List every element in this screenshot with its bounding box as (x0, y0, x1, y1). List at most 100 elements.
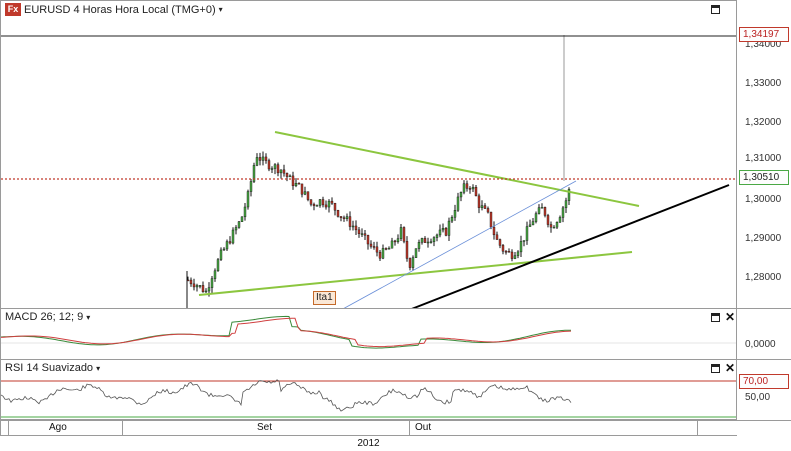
price-tick-1-31000: 1,31000 (745, 153, 782, 164)
candle-body (456, 196, 460, 211)
candle-body (198, 285, 202, 287)
macd-axis: 0,0000 (736, 308, 791, 360)
rsi-title-bar: RSI 14 Suavizado ▾ (5, 362, 100, 374)
candle-body (510, 251, 514, 259)
time-axis[interactable]: Ago Set Out 2012 (0, 420, 791, 450)
close-rsi-pane-icon[interactable]: ✕ (725, 361, 736, 375)
price-chart-pane[interactable]: Fx EURUSD 4 Horas Hora Local (TMG+0) ▾ I… (0, 0, 738, 311)
candle-body (447, 220, 451, 236)
month-row: Ago Set Out (0, 421, 737, 436)
candle-body (231, 229, 235, 244)
candle-body (474, 187, 478, 197)
candle-body (477, 195, 481, 208)
candle-body (390, 240, 394, 249)
candle-body (483, 205, 487, 209)
candle-body (408, 258, 412, 268)
maximize-main-pane-button[interactable] (711, 5, 720, 14)
candle-body (381, 248, 385, 259)
candle-body (561, 207, 565, 218)
candle-body (261, 156, 265, 161)
candle-body (273, 164, 277, 169)
price-tick-1-30000: 1,30000 (745, 194, 782, 205)
macd-dropdown-icon[interactable]: ▾ (86, 312, 91, 322)
high-price-marker: 1,34197 (739, 27, 789, 42)
candle-body (285, 172, 289, 177)
title-dropdown-icon[interactable]: ▾ (218, 5, 223, 14)
candle-body (555, 222, 559, 228)
close-macd-pane-icon[interactable]: ✕ (725, 310, 736, 324)
macd-title[interactable]: MACD 26; 12; 9 (5, 311, 84, 323)
price-tick-1-32000: 1,32000 (745, 117, 782, 128)
candle-body (420, 238, 424, 243)
candle-body (303, 191, 307, 195)
maximize-rsi-pane-button[interactable] (711, 364, 720, 373)
candle-body (318, 199, 322, 206)
candle-body (501, 245, 505, 252)
price-tick-1-28000: 1,28000 (745, 272, 782, 283)
price-tick-1-34000: 1,34000 (745, 39, 782, 50)
candle-body (435, 234, 439, 238)
fx-logo-icon: Fx (5, 3, 21, 16)
rsi-70-marker: 70,00 (739, 374, 789, 389)
rsi-tick-50: 50,00 (745, 392, 771, 403)
maximize-macd-pane-button[interactable] (711, 313, 720, 322)
macd-line (0, 315, 571, 349)
candle-body (534, 213, 538, 222)
rsi-pane[interactable]: RSI 14 Suavizado ▾ ✕ (0, 359, 738, 421)
candle-body (348, 216, 352, 227)
candle-body (540, 207, 544, 209)
candle-body (387, 248, 391, 250)
ita1-label[interactable]: Ita1 (313, 291, 336, 305)
candle-body (522, 240, 526, 242)
candle-body (453, 210, 457, 218)
candle-body (345, 216, 349, 219)
candle-body (225, 241, 229, 250)
candle-body (513, 255, 517, 259)
candle-body (537, 207, 541, 214)
candle-body (222, 248, 226, 251)
candle-body (216, 259, 220, 272)
candle-body (366, 234, 370, 245)
candle-body (564, 200, 568, 209)
candle-body (360, 233, 364, 235)
chart-title[interactable]: EURUSD 4 Horas Hora Local (TMG+0) (24, 3, 216, 16)
year-label: 2012 (357, 438, 380, 449)
candle-body (549, 224, 553, 228)
candle-body (330, 200, 334, 204)
candle-body (543, 207, 547, 216)
candle-body (213, 270, 217, 279)
chart-title-bar: Fx EURUSD 4 Horas Hora Local (TMG+0) ▾ (5, 3, 223, 16)
candle-body (240, 216, 244, 222)
candle-body (531, 221, 535, 226)
rsi-dropdown-icon[interactable]: ▾ (96, 363, 101, 373)
candle-body (393, 240, 397, 243)
rsi-title[interactable]: RSI 14 Suavizado (5, 362, 94, 374)
candle-body (504, 251, 508, 253)
candle-body (519, 241, 523, 253)
candle-body (306, 191, 310, 200)
candle-body (507, 251, 511, 253)
candle-body (552, 226, 556, 229)
price-chart-canvas[interactable] (1, 1, 738, 311)
month-out: Out (409, 421, 697, 435)
macd-canvas[interactable] (0, 309, 738, 361)
candle-body (432, 237, 436, 242)
candle-body (192, 283, 196, 288)
candle-body (411, 257, 415, 268)
candle-body (438, 229, 442, 236)
candle-body (444, 228, 448, 236)
candle-body (195, 285, 199, 288)
price-axis[interactable]: 1,34000 1,33000 1,32000 1,31000 1,30000 … (736, 0, 791, 309)
candle-body (558, 217, 562, 223)
candle-body (333, 203, 337, 211)
rsi-line (0, 379, 572, 412)
candle-body (315, 205, 319, 207)
candle-body (363, 233, 367, 236)
last-price-marker: 1,30510 (739, 170, 789, 185)
candle-body (441, 228, 445, 231)
candle-body (372, 246, 376, 248)
resistance-trendline (274, 131, 640, 207)
macd-pane[interactable]: MACD 26; 12; 9 ▾ ✕ (0, 308, 738, 361)
rsi-canvas[interactable] (0, 360, 738, 421)
candle-body (375, 246, 379, 253)
